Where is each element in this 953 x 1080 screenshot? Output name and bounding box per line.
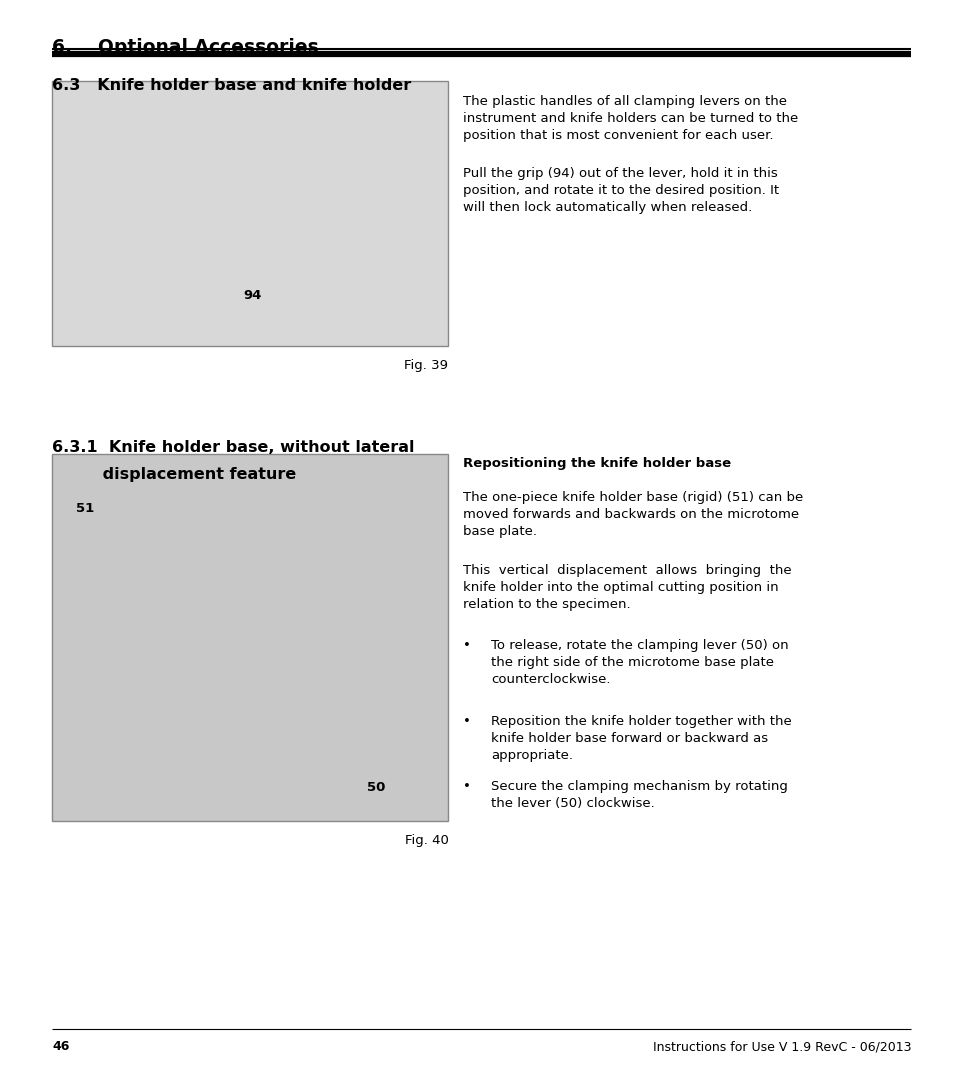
Text: •: • — [462, 639, 470, 652]
Text: The one-piece knife holder base (rigid) (51) can be
moved forwards and backwards: The one-piece knife holder base (rigid) … — [462, 491, 802, 539]
Text: Secure the clamping mechanism by rotating
the lever (50) clockwise.: Secure the clamping mechanism by rotatin… — [491, 780, 787, 810]
Text: Fig. 40: Fig. 40 — [404, 834, 448, 847]
Text: •: • — [462, 715, 470, 728]
Text: The plastic handles of all clamping levers on the
instrument and knife holders c: The plastic handles of all clamping leve… — [462, 95, 797, 143]
Text: Repositioning the knife holder base: Repositioning the knife holder base — [462, 457, 730, 470]
Text: •: • — [462, 780, 470, 793]
Text: 6.3   Knife holder base and knife holder: 6.3 Knife holder base and knife holder — [52, 78, 412, 93]
Text: displacement feature: displacement feature — [52, 467, 296, 482]
Text: Pull the grip (94) out of the lever, hold it in this
position, and rotate it to : Pull the grip (94) out of the lever, hol… — [462, 167, 778, 215]
Text: 6.    Optional Accessories: 6. Optional Accessories — [52, 38, 319, 57]
Text: 6.3.1  Knife holder base, without lateral: 6.3.1 Knife holder base, without lateral — [52, 440, 415, 455]
FancyBboxPatch shape — [52, 81, 448, 346]
Text: This  vertical  displacement  allows  bringing  the
knife holder into the optima: This vertical displacement allows bringi… — [462, 564, 790, 611]
Text: Instructions for Use V 1.9 RevC - 06/2013: Instructions for Use V 1.9 RevC - 06/201… — [652, 1040, 910, 1053]
Text: 46: 46 — [52, 1040, 70, 1053]
Text: Reposition the knife holder together with the
knife holder base forward or backw: Reposition the knife holder together wit… — [491, 715, 791, 762]
Text: 50: 50 — [367, 781, 385, 794]
Text: Fig. 39: Fig. 39 — [404, 359, 448, 372]
Text: 94: 94 — [243, 289, 262, 302]
FancyBboxPatch shape — [52, 454, 448, 821]
Text: 51: 51 — [76, 502, 94, 515]
Text: To release, rotate the clamping lever (50) on
the right side of the microtome ba: To release, rotate the clamping lever (5… — [491, 639, 788, 687]
